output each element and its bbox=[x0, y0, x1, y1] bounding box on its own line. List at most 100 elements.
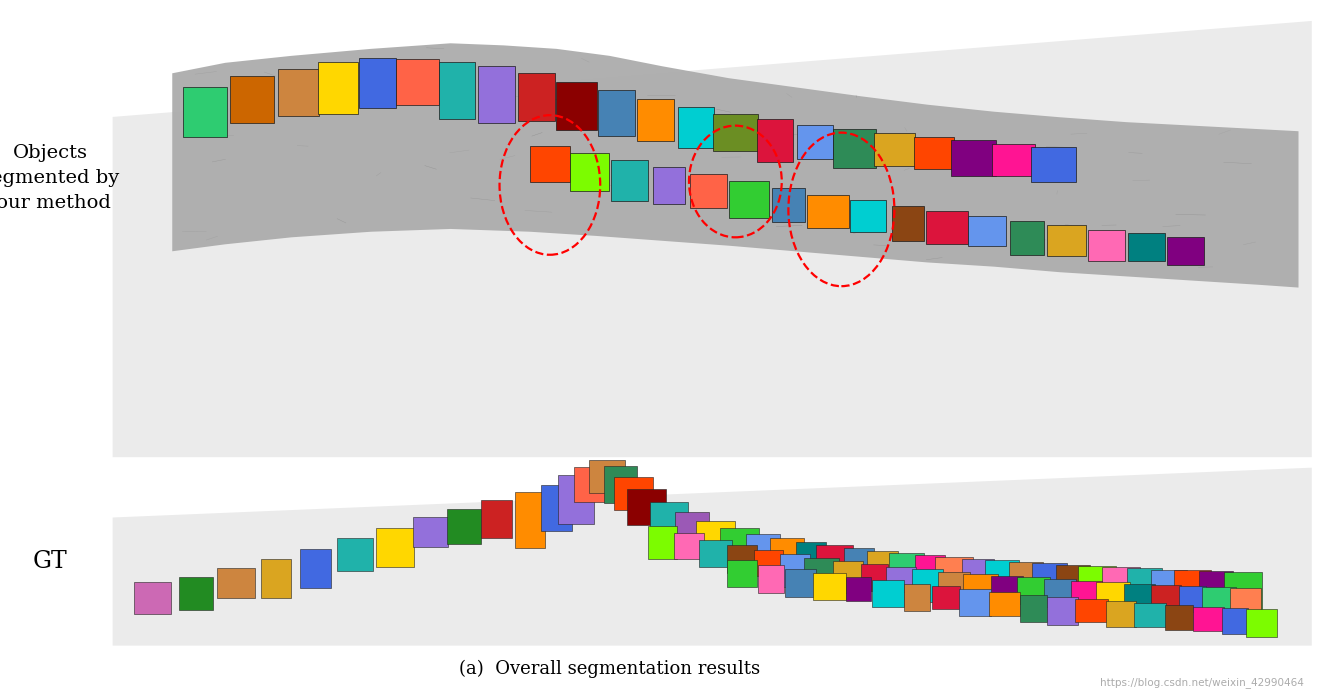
FancyBboxPatch shape bbox=[727, 560, 757, 588]
FancyBboxPatch shape bbox=[713, 114, 758, 151]
FancyBboxPatch shape bbox=[530, 146, 570, 182]
FancyBboxPatch shape bbox=[845, 577, 872, 600]
FancyBboxPatch shape bbox=[396, 59, 439, 105]
FancyBboxPatch shape bbox=[439, 62, 476, 119]
FancyBboxPatch shape bbox=[613, 477, 653, 510]
FancyBboxPatch shape bbox=[604, 466, 636, 503]
FancyBboxPatch shape bbox=[746, 534, 780, 568]
FancyBboxPatch shape bbox=[904, 584, 930, 611]
FancyBboxPatch shape bbox=[1124, 584, 1155, 612]
FancyBboxPatch shape bbox=[926, 211, 969, 244]
FancyBboxPatch shape bbox=[796, 542, 825, 577]
FancyBboxPatch shape bbox=[1247, 609, 1276, 637]
FancyBboxPatch shape bbox=[916, 555, 945, 589]
FancyBboxPatch shape bbox=[889, 553, 924, 584]
FancyBboxPatch shape bbox=[570, 153, 610, 191]
FancyBboxPatch shape bbox=[833, 129, 876, 168]
FancyBboxPatch shape bbox=[814, 573, 845, 600]
FancyBboxPatch shape bbox=[1101, 567, 1141, 600]
FancyBboxPatch shape bbox=[1230, 588, 1261, 614]
FancyBboxPatch shape bbox=[892, 206, 924, 242]
FancyBboxPatch shape bbox=[951, 140, 996, 176]
FancyBboxPatch shape bbox=[729, 181, 768, 218]
FancyBboxPatch shape bbox=[1167, 237, 1204, 265]
FancyBboxPatch shape bbox=[804, 558, 839, 589]
FancyBboxPatch shape bbox=[833, 561, 863, 593]
FancyBboxPatch shape bbox=[515, 492, 545, 548]
FancyBboxPatch shape bbox=[807, 195, 849, 228]
FancyBboxPatch shape bbox=[772, 188, 804, 222]
FancyBboxPatch shape bbox=[183, 87, 228, 138]
FancyBboxPatch shape bbox=[758, 565, 784, 593]
FancyBboxPatch shape bbox=[1056, 565, 1090, 600]
FancyBboxPatch shape bbox=[653, 167, 685, 204]
FancyBboxPatch shape bbox=[481, 500, 513, 538]
FancyBboxPatch shape bbox=[1032, 563, 1067, 602]
FancyBboxPatch shape bbox=[1047, 597, 1079, 625]
FancyBboxPatch shape bbox=[674, 512, 709, 547]
Polygon shape bbox=[113, 21, 1312, 457]
FancyBboxPatch shape bbox=[1223, 572, 1263, 609]
FancyBboxPatch shape bbox=[299, 549, 331, 588]
FancyBboxPatch shape bbox=[447, 509, 481, 544]
FancyBboxPatch shape bbox=[690, 174, 727, 209]
FancyBboxPatch shape bbox=[261, 559, 290, 598]
Text: (a)  Overall segmentation results: (a) Overall segmentation results bbox=[458, 660, 761, 678]
FancyBboxPatch shape bbox=[784, 569, 816, 597]
FancyBboxPatch shape bbox=[478, 66, 515, 124]
FancyBboxPatch shape bbox=[376, 528, 413, 567]
FancyBboxPatch shape bbox=[991, 576, 1023, 602]
FancyBboxPatch shape bbox=[1097, 582, 1129, 612]
FancyBboxPatch shape bbox=[627, 489, 666, 526]
FancyBboxPatch shape bbox=[1166, 605, 1192, 630]
Text: https://blog.csdn.net/weixin_42990464: https://blog.csdn.net/weixin_42990464 bbox=[1100, 676, 1304, 688]
FancyBboxPatch shape bbox=[984, 560, 1019, 597]
FancyBboxPatch shape bbox=[816, 545, 853, 576]
FancyBboxPatch shape bbox=[696, 521, 735, 556]
FancyBboxPatch shape bbox=[1128, 568, 1162, 599]
FancyBboxPatch shape bbox=[588, 460, 625, 493]
FancyBboxPatch shape bbox=[229, 76, 274, 124]
FancyBboxPatch shape bbox=[754, 550, 783, 576]
FancyBboxPatch shape bbox=[1106, 601, 1136, 627]
FancyBboxPatch shape bbox=[886, 567, 916, 592]
FancyBboxPatch shape bbox=[990, 592, 1019, 616]
FancyBboxPatch shape bbox=[874, 133, 914, 166]
FancyBboxPatch shape bbox=[1010, 221, 1044, 255]
FancyBboxPatch shape bbox=[935, 557, 973, 593]
FancyBboxPatch shape bbox=[216, 568, 256, 598]
FancyBboxPatch shape bbox=[179, 577, 213, 610]
FancyBboxPatch shape bbox=[1019, 595, 1048, 622]
FancyBboxPatch shape bbox=[867, 551, 898, 584]
FancyBboxPatch shape bbox=[359, 58, 396, 107]
FancyBboxPatch shape bbox=[1150, 585, 1182, 614]
FancyBboxPatch shape bbox=[872, 580, 904, 607]
Polygon shape bbox=[172, 43, 1298, 288]
FancyBboxPatch shape bbox=[860, 564, 889, 591]
FancyBboxPatch shape bbox=[413, 517, 448, 547]
FancyBboxPatch shape bbox=[1044, 579, 1076, 607]
FancyBboxPatch shape bbox=[1150, 570, 1187, 600]
FancyBboxPatch shape bbox=[134, 582, 171, 614]
FancyBboxPatch shape bbox=[677, 107, 714, 148]
FancyBboxPatch shape bbox=[1178, 586, 1207, 612]
FancyBboxPatch shape bbox=[637, 99, 674, 140]
Polygon shape bbox=[113, 468, 1312, 646]
FancyBboxPatch shape bbox=[962, 559, 994, 590]
FancyBboxPatch shape bbox=[558, 475, 595, 524]
FancyBboxPatch shape bbox=[648, 526, 677, 558]
FancyBboxPatch shape bbox=[278, 69, 318, 116]
FancyBboxPatch shape bbox=[1008, 562, 1043, 597]
FancyBboxPatch shape bbox=[912, 569, 943, 602]
FancyBboxPatch shape bbox=[574, 467, 611, 502]
FancyBboxPatch shape bbox=[1018, 577, 1049, 604]
FancyBboxPatch shape bbox=[518, 73, 555, 121]
FancyBboxPatch shape bbox=[598, 90, 635, 136]
FancyBboxPatch shape bbox=[1128, 233, 1165, 262]
FancyBboxPatch shape bbox=[719, 528, 759, 560]
FancyBboxPatch shape bbox=[651, 502, 688, 540]
FancyBboxPatch shape bbox=[673, 533, 705, 559]
FancyBboxPatch shape bbox=[1134, 603, 1166, 627]
FancyBboxPatch shape bbox=[1202, 587, 1236, 613]
FancyBboxPatch shape bbox=[541, 485, 572, 531]
